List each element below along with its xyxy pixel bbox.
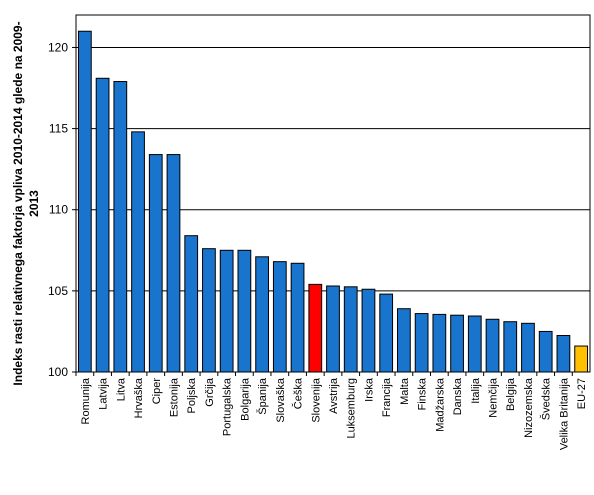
x-category-label: Portugalska: [222, 377, 234, 436]
bar-hrvaška: [131, 131, 145, 373]
bar-nemčija: [485, 318, 500, 373]
x-category-label: Irska: [363, 377, 375, 402]
x-category-label: Ciper: [151, 378, 163, 405]
bar-slovaška: [272, 261, 287, 373]
x-category-label: Grčija: [204, 377, 216, 407]
x-category-label: Malta: [399, 377, 411, 405]
bar-bolgarija: [237, 249, 252, 373]
x-category-label: Češka: [292, 377, 305, 409]
y-tick-label: 110: [49, 203, 68, 217]
bar-ciper: [148, 154, 163, 373]
x-category-label: Španija: [256, 377, 269, 415]
x-category-label: Madžarska: [434, 377, 446, 432]
x-category-label: Francija: [381, 377, 393, 417]
x-category-label: Estonija: [168, 377, 180, 417]
x-category-label: Finska: [417, 377, 429, 410]
x-category-label: Italija: [470, 377, 482, 404]
bar-švedska: [538, 330, 553, 373]
bar-italija: [467, 315, 482, 373]
x-category-label: Velika Britanija: [558, 377, 570, 450]
bar-estonija: [166, 154, 181, 373]
y-tick-label: 115: [49, 122, 68, 136]
bar-velika-britanija: [556, 334, 571, 373]
bar-poljska: [184, 235, 199, 373]
bar-madžarska: [432, 313, 447, 373]
x-category-label: Danska: [452, 377, 464, 415]
bar-eu-27: [574, 345, 589, 373]
x-category-label: Romunija: [80, 377, 92, 424]
bars: [77, 30, 589, 373]
x-category-label: Bolgarija: [239, 377, 251, 421]
y-tick-label: 105: [48, 284, 68, 298]
x-category-label: Avstrija: [328, 377, 340, 414]
x-category-label: Slovaška: [275, 377, 287, 423]
bar-belgija: [503, 321, 518, 373]
x-category-label: Poljska: [186, 377, 198, 413]
bar-litva: [113, 81, 128, 373]
bar-avstrija: [326, 285, 340, 373]
x-category-label: Hrvaška: [133, 377, 145, 418]
bar-luksemburg: [343, 286, 358, 373]
x-category-label: Slovenija: [310, 377, 322, 423]
bar-finska: [414, 313, 429, 373]
x-category-label: Nemčija: [488, 377, 500, 418]
bar-portugalska: [219, 249, 234, 373]
x-category-label: Litva: [115, 377, 127, 401]
bar-francija: [379, 293, 394, 373]
bar-španija: [255, 256, 269, 373]
x-category-label: Latvija: [98, 377, 110, 410]
bar-malta: [397, 308, 411, 373]
x-category-label: Švedska: [540, 377, 553, 420]
y-axis-label-line-2: 2013: [27, 190, 41, 217]
x-category-label: EU-27: [576, 378, 588, 409]
y-tick-label: 100: [48, 365, 68, 379]
bar-latvija: [95, 77, 110, 373]
x-axis-labels: Romunija Latvija Litva Hrvaška Ciper Estonija…: [75, 372, 588, 450]
bar-češka: [290, 262, 305, 373]
y-tick-label: 120: [48, 40, 68, 54]
bar-danska: [450, 314, 464, 373]
bar-slovenija: [308, 283, 323, 373]
x-category-label: Nizozemska: [523, 377, 535, 438]
bar-irska: [361, 288, 376, 373]
y-axis-label-line-1: Indeks rasti relativnega faktorja vpliva…: [11, 21, 25, 385]
y-axis-ticks: 100 105 110 115 120: [48, 40, 76, 379]
bar-grčija: [202, 248, 216, 373]
x-category-label: Luksemburg: [346, 378, 358, 439]
x-category-label: Belgija: [505, 377, 517, 411]
bar-nizozemska: [521, 322, 535, 373]
bar-romunija: [77, 30, 92, 373]
plot-area-frame: [75, 14, 591, 373]
